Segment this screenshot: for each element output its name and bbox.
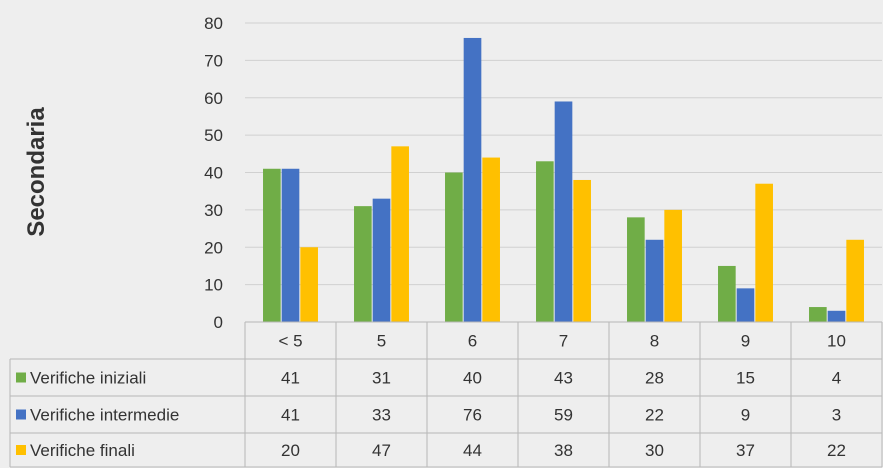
bar	[664, 209, 682, 322]
y-tick-label: 70	[204, 51, 223, 70]
data-label: 41	[281, 406, 300, 425]
data-label: 59	[554, 406, 573, 425]
y-tick-label: 80	[204, 14, 223, 33]
bar	[846, 239, 864, 322]
bar	[372, 198, 391, 322]
data-label: 76	[463, 406, 482, 425]
data-label: 30	[645, 441, 664, 460]
bar	[536, 161, 554, 322]
bar	[718, 265, 736, 322]
data-label: 31	[372, 369, 391, 388]
x-tick-label: 6	[468, 332, 477, 351]
bar	[263, 168, 281, 322]
legend-label: Verifiche iniziali	[30, 369, 146, 388]
x-tick-label: 10	[827, 332, 846, 351]
data-label: 41	[281, 369, 300, 388]
legend-swatch	[16, 409, 26, 420]
bar	[627, 217, 645, 322]
bars	[263, 37, 864, 322]
bar	[445, 172, 463, 322]
legend-label: Verifiche intermedie	[30, 406, 179, 425]
data-label: 20	[281, 441, 300, 460]
y-axis-label: Secondaria	[23, 107, 50, 237]
y-axis-ticks: 0 10 20 30 40 50 60 70 80	[204, 14, 223, 332]
bar	[281, 168, 300, 322]
x-tick-label: 7	[559, 332, 568, 351]
bar	[573, 179, 591, 322]
data-label: 22	[827, 441, 846, 460]
x-tick-label: 8	[650, 332, 659, 351]
data-label: 40	[463, 369, 482, 388]
bar	[391, 146, 409, 322]
y-tick-label: 50	[204, 126, 223, 145]
data-label: 4	[832, 369, 841, 388]
bar	[300, 247, 318, 322]
data-label: 47	[372, 441, 391, 460]
y-tick-label: 0	[214, 313, 223, 332]
data-label: 37	[736, 441, 755, 460]
bar	[827, 310, 846, 322]
bar	[354, 206, 372, 322]
bar	[482, 157, 500, 322]
y-tick-label: 20	[204, 238, 223, 257]
bar	[809, 307, 827, 322]
x-tick-label: 5	[377, 332, 386, 351]
y-tick-label: 10	[204, 276, 223, 295]
data-label: 28	[645, 369, 664, 388]
legend-swatch	[16, 445, 26, 455]
bar	[463, 37, 482, 322]
bar	[554, 101, 573, 322]
y-tick-label: 30	[204, 201, 223, 220]
y-tick-label: 60	[204, 89, 223, 108]
x-tick-label: 9	[741, 332, 750, 351]
bar	[736, 288, 755, 322]
legend-swatch	[16, 372, 26, 383]
data-label: 43	[554, 369, 573, 388]
legend-label: Verifiche finali	[30, 441, 135, 460]
bar	[645, 239, 664, 322]
data-label: 22	[645, 406, 664, 425]
data-label: 3	[832, 406, 841, 425]
data-label: 9	[741, 406, 750, 425]
bar	[755, 183, 773, 322]
data-label: 15	[736, 369, 755, 388]
data-label: 44	[463, 441, 482, 460]
data-label: 38	[554, 441, 573, 460]
x-tick-label: < 5	[278, 332, 302, 351]
y-tick-label: 40	[204, 164, 223, 183]
data-label: 33	[372, 406, 391, 425]
